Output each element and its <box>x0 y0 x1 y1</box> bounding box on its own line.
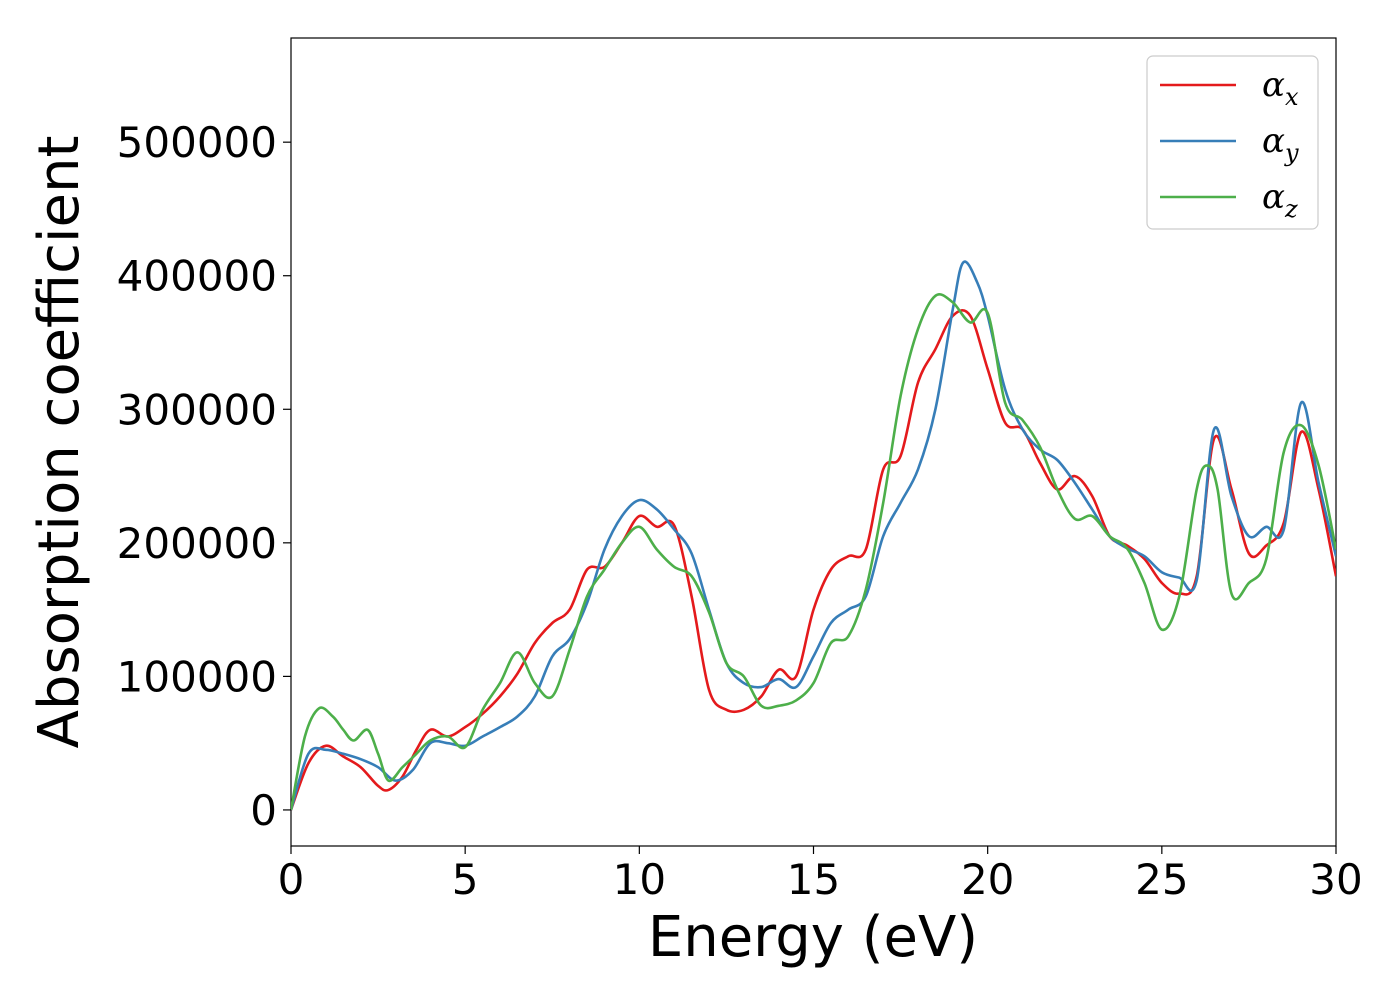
legend-frame <box>1146 55 1319 230</box>
y-axis: 0 100000 200000 300000 400000 500000 <box>117 118 291 835</box>
series-line-alpha-z <box>291 293 1336 811</box>
y-tick-label: 500000 <box>117 118 277 167</box>
legend-label-alpha-z: αz <box>1262 177 1298 223</box>
x-tick-label: 0 <box>278 855 305 904</box>
series-line-alpha-x <box>291 309 1336 811</box>
x-tick-label: 25 <box>1135 855 1188 904</box>
y-tick-label: 300000 <box>117 385 277 434</box>
legend: αx αy αz <box>1146 55 1319 230</box>
x-axis-title: Energy (eV) <box>648 905 978 970</box>
x-tick-label: 30 <box>1309 855 1362 904</box>
x-tick-label: 15 <box>787 855 840 904</box>
x-tick-label: 20 <box>961 855 1014 904</box>
series-layer <box>291 260 1336 811</box>
legend-label-alpha-y: αy <box>1262 121 1299 167</box>
y-tick-label: 100000 <box>117 652 277 701</box>
series-line-alpha-y <box>291 260 1336 811</box>
x-axis: 0 5 10 15 20 25 30 <box>278 846 1363 904</box>
y-tick-label: 400000 <box>117 252 277 301</box>
legend-label-alpha-x: αx <box>1262 65 1299 111</box>
x-tick-label: 5 <box>452 855 479 904</box>
y-tick-label: 200000 <box>117 519 277 568</box>
x-tick-label: 10 <box>613 855 666 904</box>
y-tick-label: 0 <box>250 786 277 835</box>
y-axis-title: Absorption coefficient <box>27 136 92 749</box>
